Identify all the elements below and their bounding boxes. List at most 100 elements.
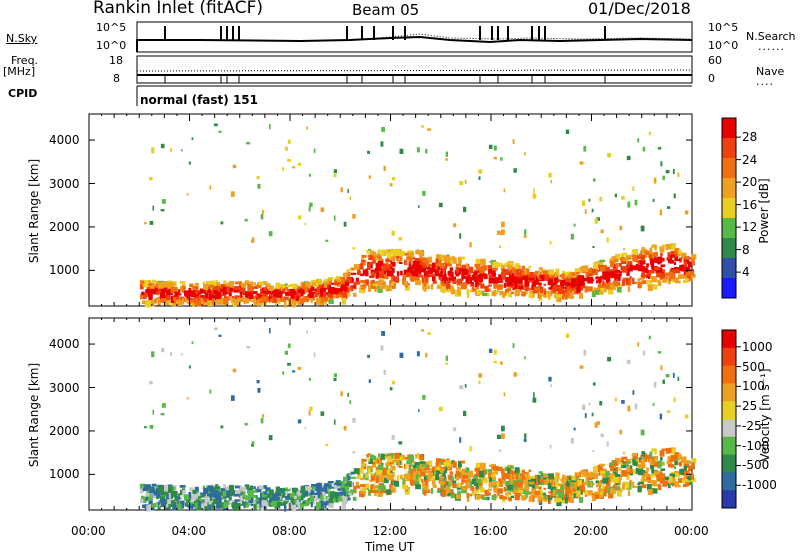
power-echo-cell xyxy=(267,289,272,295)
velocity-echo-cell xyxy=(612,484,616,489)
power-echo-cell xyxy=(165,297,169,304)
power-echo-cell xyxy=(688,276,693,282)
power-echo-cell xyxy=(435,262,440,268)
power-echo-cell xyxy=(469,289,472,293)
velocity-echo-cell xyxy=(626,474,630,480)
power-echo-cell xyxy=(514,278,519,282)
power-echo-cell xyxy=(292,166,296,169)
velocity-echo-cell xyxy=(441,483,445,487)
power-echo-cell xyxy=(368,255,373,260)
velocity-echo-cell xyxy=(594,494,600,499)
velocity-echo-cell xyxy=(209,488,215,492)
power-echo-cell xyxy=(510,269,513,276)
velocity-echo-cell xyxy=(578,471,582,478)
velocity-echo-cell xyxy=(673,465,676,470)
power-echo-cell xyxy=(450,285,454,291)
velocity-colorbar-label: Velocity [m s⁻¹] xyxy=(758,368,772,462)
power-echo-cell xyxy=(140,280,145,284)
power-echo-cell xyxy=(577,275,583,283)
velocity-echo-cell xyxy=(456,467,462,471)
velocity-echo-cell xyxy=(662,379,665,384)
power-echo-cell xyxy=(412,267,415,270)
velocity-echo-cell xyxy=(540,473,545,477)
power-echo-cell xyxy=(208,287,211,290)
power-echo-cell xyxy=(626,155,631,161)
y-tick-label: 3000 xyxy=(49,176,80,191)
power-echo-cell xyxy=(686,272,688,275)
power-echo-cell xyxy=(664,272,669,277)
velocity-echo-cell xyxy=(211,490,217,497)
velocity-echo-cell xyxy=(627,465,631,472)
velocity-echo-cell xyxy=(147,484,152,488)
velocity-echo-cell xyxy=(170,352,172,356)
velocity-echo-cell xyxy=(170,490,175,498)
velocity-echo-cell xyxy=(576,490,581,497)
velocity-echo-cell xyxy=(563,493,567,498)
velocity-echo-cell xyxy=(496,494,499,499)
power-echo-cell xyxy=(403,252,409,256)
power-echo-cell xyxy=(490,270,496,276)
power-echo-cell xyxy=(476,286,480,290)
power-echo-cell xyxy=(427,128,431,131)
power-echo-cell xyxy=(510,276,516,283)
velocity-echo-cell xyxy=(488,477,492,482)
velocity-echo-cell xyxy=(323,483,329,486)
velocity-echo-cell xyxy=(602,484,605,490)
velocity-echo-cell xyxy=(679,468,684,475)
velocity-echo-cell xyxy=(594,422,598,428)
velocity-echo-cell xyxy=(348,492,352,495)
velocity-echo-cell xyxy=(499,449,502,452)
velocity-echo-cell xyxy=(167,499,171,505)
velocity-echo-cell xyxy=(446,491,451,497)
velocity-echo-cell xyxy=(428,472,434,478)
velocity-echo-cell xyxy=(381,462,384,466)
power-echo-cell xyxy=(507,281,513,286)
power-echo-cell xyxy=(542,272,547,276)
power-echo-cell xyxy=(379,256,382,260)
power-echo-cell xyxy=(614,193,617,198)
cpid-value: normal (fast) 151 xyxy=(140,93,258,107)
power-echo-cell xyxy=(625,255,631,258)
velocity-echo-cell xyxy=(317,482,322,486)
power-echo-cell xyxy=(204,292,209,299)
power-echo-cell xyxy=(389,183,393,187)
power-echo-cell xyxy=(649,270,655,274)
velocity-echo-cell xyxy=(377,490,383,497)
velocity-echo-cell xyxy=(263,491,267,495)
power-echo-cell xyxy=(596,217,600,221)
power-echo-cell xyxy=(341,292,348,299)
power-echo-cell xyxy=(438,273,444,280)
velocity-echo-cell xyxy=(386,489,391,495)
power-echo-cell xyxy=(488,273,492,278)
velocity-echo-cell xyxy=(180,489,183,495)
velocity-echo-cell xyxy=(334,484,338,490)
velocity-echo-cell xyxy=(550,384,552,388)
nsearch-label: N.Search xyxy=(746,30,796,43)
power-echo-cell xyxy=(360,284,367,289)
velocity-echo-cell xyxy=(516,472,520,477)
power-echo-cell xyxy=(368,249,372,252)
velocity-echo-cell xyxy=(674,452,680,459)
velocity-echo-cell xyxy=(346,473,352,476)
velocity-echo-cell xyxy=(542,493,546,496)
power-echo-cell xyxy=(534,275,539,281)
power-echo-cell xyxy=(178,289,181,292)
power-echo-cell xyxy=(547,291,550,298)
velocity-echo-cell xyxy=(315,501,321,509)
velocity-echo-cell xyxy=(213,327,218,331)
velocity-echo-cell xyxy=(176,499,180,504)
power-echo-cell xyxy=(172,287,178,291)
power-echo-cell xyxy=(340,187,343,193)
velocity-echo-cell xyxy=(165,496,171,502)
power-echo-cell xyxy=(257,299,260,307)
velocity-echo-cell xyxy=(140,498,145,504)
velocity-echo-cell xyxy=(157,502,160,505)
velocity-echo-cell xyxy=(314,495,318,502)
power-echo-cell xyxy=(421,274,424,279)
velocity-echo-cell xyxy=(538,486,542,490)
power-echo-cell xyxy=(355,277,359,282)
velocity-echo-cell xyxy=(484,489,489,496)
power-echo-cell xyxy=(644,250,651,256)
power-echo-cell xyxy=(441,286,446,294)
power-echo-cell xyxy=(555,292,561,295)
